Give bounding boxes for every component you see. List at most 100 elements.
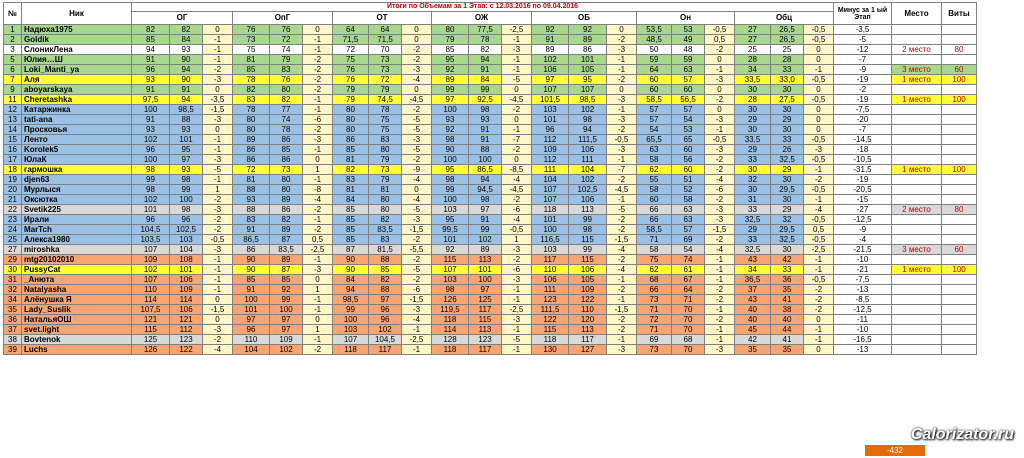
diff-cell: -1 [803, 264, 834, 275]
diff-cell: -1 [202, 54, 233, 65]
value-cell: 33,0 [770, 74, 804, 85]
value-cell: 35 [770, 344, 804, 355]
row-num: 31 [3, 274, 22, 285]
value-cell: 107 [531, 84, 569, 95]
value-cell: 106 [531, 64, 569, 75]
value-cell: 91 [468, 124, 502, 135]
value-cell: 30 [770, 174, 804, 185]
value-cell: 118 [431, 344, 469, 355]
value-cell: 83,5 [368, 224, 402, 235]
value-cell: 64 [368, 24, 402, 35]
bonus-cell [941, 234, 977, 245]
diff-cell: 0 [202, 294, 233, 305]
value-cell: 89 [568, 34, 607, 45]
value-cell: 30 [734, 164, 771, 175]
value-cell: 96 [131, 64, 170, 75]
diff-cell: -0,5 [501, 224, 532, 235]
value-cell: 101 [531, 114, 569, 125]
value-cell: 111,5 [531, 304, 569, 315]
row-nick: Bovtenok [21, 334, 132, 345]
place-cell [891, 34, 942, 45]
row-nick: mtg20102010 [21, 254, 132, 265]
diff-cell: -4 [401, 194, 432, 205]
diff-cell: -2 [606, 34, 637, 45]
diff-cell: -2,5 [803, 244, 834, 255]
value-cell: 87 [332, 244, 369, 255]
value-cell: 30 [734, 104, 771, 115]
table-row: 34 Алёнушка Я 114 114 0 100 99 -1 98,5 97 -1,5 126 1… [3, 294, 977, 305]
value-cell: 93 [468, 114, 502, 125]
value-cell: 121 [169, 314, 203, 325]
diff-cell: -1 [501, 54, 532, 65]
diff-cell: -2 [501, 194, 532, 205]
diff-cell: -3 [401, 304, 432, 315]
value-cell: 123 [169, 334, 203, 345]
diff-cell: -1 [401, 324, 432, 335]
value-cell: 36 [770, 274, 804, 285]
value-cell: 80 [332, 124, 369, 135]
diff-cell: -1 [202, 274, 233, 285]
diff-cell: -1 [202, 144, 233, 155]
value-cell: 43 [734, 294, 771, 305]
diff-cell: -4,5 [501, 184, 532, 195]
diff-cell: -1 [302, 254, 333, 265]
value-cell: 29 [734, 144, 771, 155]
value-cell: 93 [169, 124, 203, 135]
diff-cell: -1 [302, 334, 333, 345]
value-cell: 30 [734, 84, 771, 95]
row-nick: НатальяОШ [21, 314, 132, 325]
diff-cell: 0 [302, 314, 333, 325]
diff-cell: -2 [202, 334, 233, 345]
table-row: 23 Ирали 96 96 -2 83 82 -1 85 82 -3 95 91 -4 101 99 -2 66… [3, 214, 977, 225]
diff-cell: -2,5 [501, 304, 532, 315]
diff-cell: -0,5 [704, 134, 735, 145]
minus-cell: -14,5 [833, 134, 892, 145]
diff-cell: -1 [302, 294, 333, 305]
value-cell: 57 [671, 224, 705, 235]
value-cell: 58 [636, 184, 672, 195]
diff-cell: -3 [606, 144, 637, 155]
diff-cell: -0,5 [803, 34, 834, 45]
value-cell: 40 [770, 314, 804, 325]
value-cell: 113 [468, 324, 502, 335]
value-cell: 33 [734, 154, 771, 165]
value-cell: 105 [568, 64, 607, 75]
table-row: 17 ЮлаК 100 97 -3 86 86 0 81 79 -2 100 100 0 112 111 -1 5… [3, 154, 977, 165]
diff-cell: 0 [202, 24, 233, 35]
diff-cell: -1 [606, 154, 637, 165]
diff-cell: -3 [704, 214, 735, 225]
value-cell: 76 [332, 74, 369, 85]
value-cell: 89 [269, 254, 303, 265]
diff-cell: -2 [704, 94, 735, 105]
value-cell: 100 [531, 224, 569, 235]
value-cell: 114 [169, 294, 203, 305]
value-cell: 92 [531, 24, 569, 35]
value-cell: 67 [671, 274, 705, 285]
diff-cell: -6 [302, 114, 333, 125]
diff-cell: -1 [302, 144, 333, 155]
diff-cell: -1 [501, 124, 532, 135]
bonus-cell [941, 104, 977, 115]
value-cell: 57 [636, 114, 672, 125]
diff-cell: -5 [401, 144, 432, 155]
place-cell: 2 место [891, 44, 942, 55]
diff-cell: -1 [302, 214, 333, 225]
value-cell: 81 [232, 54, 270, 65]
value-cell: 84 [332, 274, 369, 285]
diff-cell: -2 [401, 154, 432, 165]
minus-cell: -7 [833, 124, 892, 135]
row-nick: svet.light [21, 324, 132, 335]
bonus-cell [941, 274, 977, 285]
row-num: 17 [3, 154, 22, 165]
value-cell: 85 [332, 144, 369, 155]
value-cell: 123 [531, 294, 569, 305]
diff-cell: -0,5 [803, 214, 834, 225]
diff-cell: 1 [302, 164, 333, 175]
place-cell [891, 134, 942, 145]
value-cell: 121 [131, 314, 170, 325]
diff-cell: -1 [501, 324, 532, 335]
value-cell: 72 [332, 44, 369, 55]
value-cell: 86 [232, 154, 270, 165]
diff-cell: -1 [606, 54, 637, 65]
row-num: 39 [3, 344, 22, 355]
